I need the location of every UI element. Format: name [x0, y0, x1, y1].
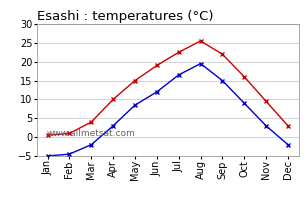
Text: Esashi : temperatures (°C): Esashi : temperatures (°C): [37, 10, 213, 23]
Text: www.allmetsat.com: www.allmetsat.com: [47, 129, 136, 138]
